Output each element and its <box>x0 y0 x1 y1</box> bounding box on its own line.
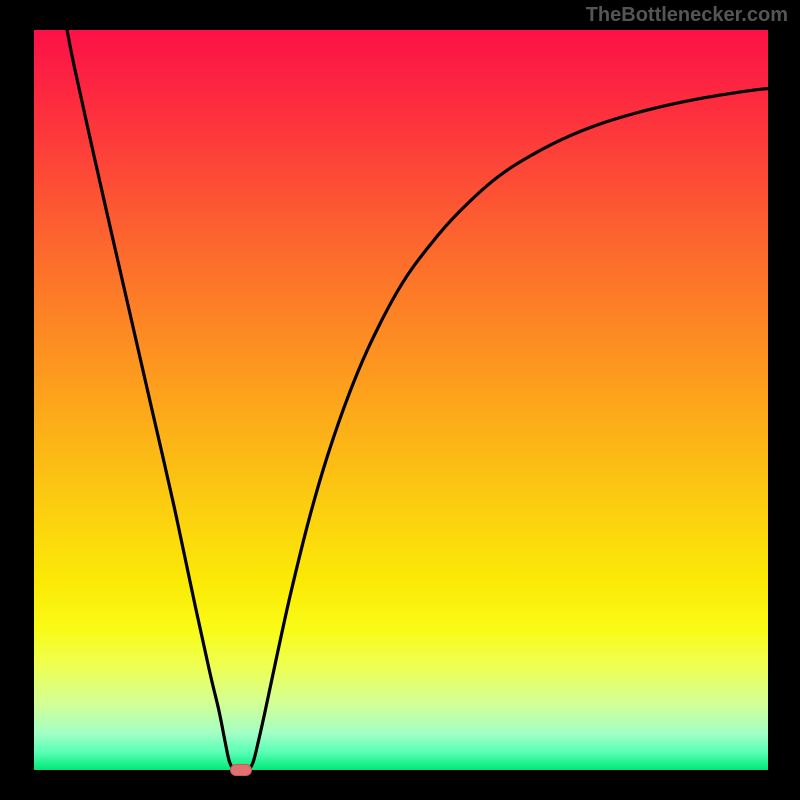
plot-area <box>34 30 768 770</box>
bottleneck-curve <box>34 30 768 770</box>
chart-container: TheBottlenecker.com <box>0 0 800 800</box>
watermark-text: TheBottlenecker.com <box>586 4 788 27</box>
optimum-marker <box>230 764 252 776</box>
